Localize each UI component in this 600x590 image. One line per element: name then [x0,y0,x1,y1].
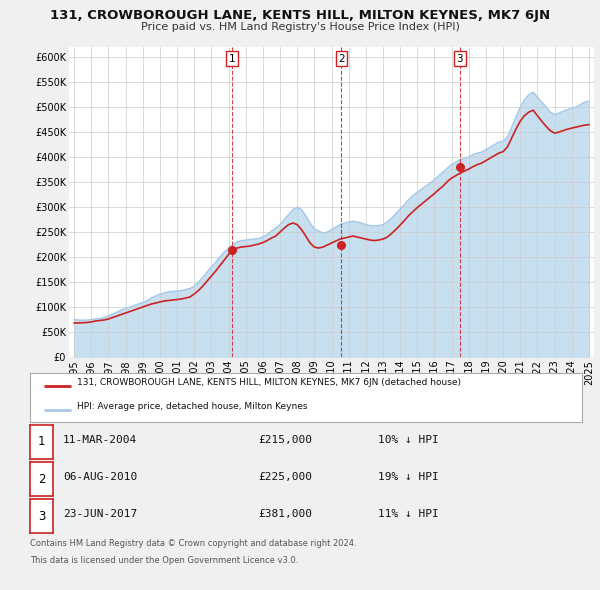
Text: Price paid vs. HM Land Registry's House Price Index (HPI): Price paid vs. HM Land Registry's House … [140,22,460,32]
Text: This data is licensed under the Open Government Licence v3.0.: This data is licensed under the Open Gov… [30,556,298,565]
Text: 1: 1 [38,435,45,448]
Text: HPI: Average price, detached house, Milton Keynes: HPI: Average price, detached house, Milt… [77,402,307,411]
Text: 2: 2 [38,473,45,486]
Text: £215,000: £215,000 [258,435,312,444]
Text: £381,000: £381,000 [258,509,312,519]
Text: Contains HM Land Registry data © Crown copyright and database right 2024.: Contains HM Land Registry data © Crown c… [30,539,356,548]
Text: 1: 1 [229,54,235,64]
Text: 19% ↓ HPI: 19% ↓ HPI [378,472,439,481]
Text: 10% ↓ HPI: 10% ↓ HPI [378,435,439,444]
Text: 11-MAR-2004: 11-MAR-2004 [63,435,137,444]
Text: 11% ↓ HPI: 11% ↓ HPI [378,509,439,519]
Text: 131, CROWBOROUGH LANE, KENTS HILL, MILTON KEYNES, MK7 6JN: 131, CROWBOROUGH LANE, KENTS HILL, MILTO… [50,9,550,22]
Text: 06-AUG-2010: 06-AUG-2010 [63,472,137,481]
Text: 3: 3 [38,510,45,523]
Text: 2: 2 [338,54,345,64]
Text: £225,000: £225,000 [258,472,312,481]
Text: 23-JUN-2017: 23-JUN-2017 [63,509,137,519]
Text: 131, CROWBOROUGH LANE, KENTS HILL, MILTON KEYNES, MK7 6JN (detached house): 131, CROWBOROUGH LANE, KENTS HILL, MILTO… [77,378,461,387]
Text: 3: 3 [457,54,463,64]
